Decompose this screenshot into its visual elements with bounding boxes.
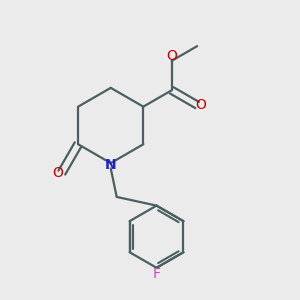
Text: N: N bbox=[105, 158, 117, 172]
Text: O: O bbox=[52, 166, 63, 180]
Text: O: O bbox=[196, 98, 206, 112]
Text: O: O bbox=[166, 49, 177, 63]
Text: F: F bbox=[152, 267, 160, 281]
